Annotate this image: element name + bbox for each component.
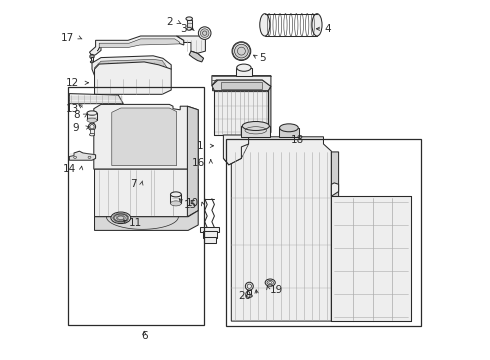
Bar [247,290,251,296]
Polygon shape [69,94,123,104]
Polygon shape [187,106,198,217]
Polygon shape [92,56,171,76]
Polygon shape [95,211,198,230]
Polygon shape [95,59,168,74]
Ellipse shape [88,123,96,130]
Polygon shape [94,104,198,169]
Bar [90,129,94,135]
Ellipse shape [186,17,193,21]
Text: 9: 9 [73,123,79,133]
Polygon shape [189,51,204,62]
Text: 18: 18 [291,135,304,145]
Text: 17: 17 [61,33,74,43]
Text: 14: 14 [63,164,76,174]
Ellipse shape [90,61,94,63]
Bar [91,57,93,62]
Text: 3: 3 [180,24,187,34]
Bar [226,139,421,326]
Text: 7: 7 [130,179,136,189]
Ellipse shape [87,118,97,122]
Polygon shape [215,91,269,135]
Bar [200,227,219,232]
Ellipse shape [200,29,209,37]
Ellipse shape [87,111,97,115]
Polygon shape [69,151,96,160]
Text: 10: 10 [186,198,199,208]
Bar [187,20,192,29]
Polygon shape [220,82,262,89]
Polygon shape [98,39,179,51]
Ellipse shape [260,14,270,36]
Ellipse shape [312,14,322,36]
Ellipse shape [245,282,253,290]
Polygon shape [95,62,171,94]
Polygon shape [279,128,299,137]
Text: 20: 20 [238,291,251,301]
Polygon shape [90,36,184,56]
Ellipse shape [246,294,252,297]
Polygon shape [112,108,176,166]
Ellipse shape [187,27,192,30]
Bar [171,194,181,203]
Ellipse shape [111,212,131,224]
Polygon shape [269,86,271,135]
Ellipse shape [198,27,211,40]
Ellipse shape [265,279,275,286]
Polygon shape [213,86,270,91]
Bar [236,68,252,76]
Ellipse shape [235,44,248,58]
Ellipse shape [90,54,94,59]
Bar [87,113,97,120]
Text: 6: 6 [141,330,147,341]
Text: 11: 11 [129,218,142,228]
Text: 4: 4 [324,24,331,34]
Polygon shape [223,135,248,165]
Ellipse shape [237,64,251,71]
Ellipse shape [242,122,270,131]
Text: 1: 1 [197,141,204,151]
Bar [204,237,216,243]
Bar [202,231,217,238]
Polygon shape [331,196,411,321]
Ellipse shape [114,214,128,222]
Polygon shape [176,36,205,53]
Ellipse shape [171,201,181,206]
Polygon shape [331,183,339,196]
Text: 19: 19 [270,285,283,295]
Text: 5: 5 [259,53,266,63]
Text: 8: 8 [73,110,79,120]
Polygon shape [212,80,271,91]
Polygon shape [331,152,339,321]
Polygon shape [242,126,270,137]
Polygon shape [212,76,271,86]
Ellipse shape [232,42,251,60]
Text: 12: 12 [66,78,79,88]
Text: 2: 2 [167,17,173,27]
Ellipse shape [280,124,298,132]
Polygon shape [231,137,331,321]
Ellipse shape [90,134,95,136]
Bar [68,87,204,325]
Text: 13: 13 [66,104,79,114]
Text: 15: 15 [184,200,197,210]
Ellipse shape [171,192,181,197]
Polygon shape [95,169,198,217]
Text: 16: 16 [192,158,205,168]
